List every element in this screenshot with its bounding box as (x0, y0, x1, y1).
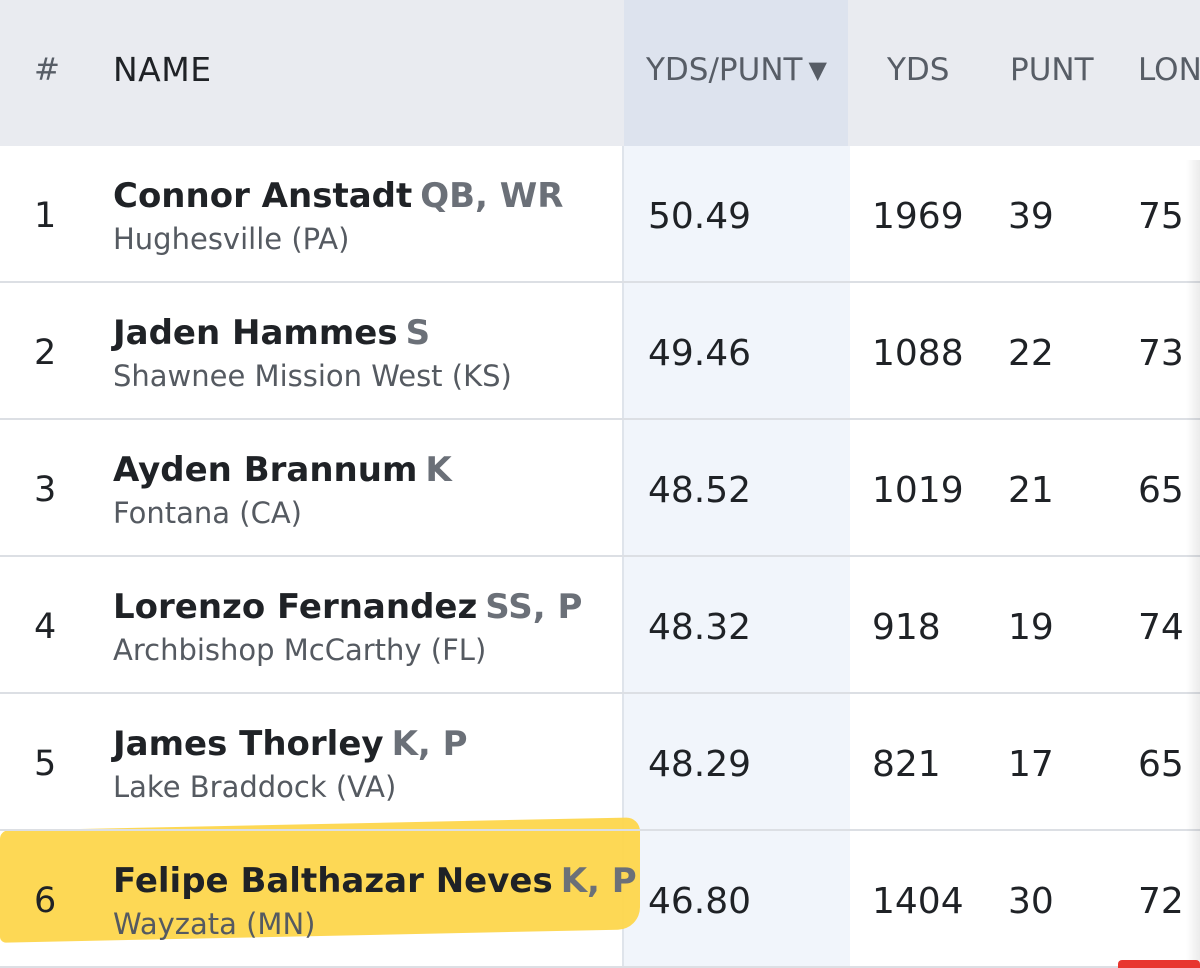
row-rank: 5 (34, 744, 57, 784)
row-rank: 6 (34, 881, 57, 921)
player-name[interactable]: Ayden Brannum (113, 450, 418, 490)
player-name-line[interactable]: James Thorley K, P (113, 724, 468, 764)
table-row[interactable]: 5 James Thorley K, P Lake Braddock (VA) 48.2… (0, 694, 1200, 831)
player-school: Shawnee Mission West (KS) (113, 359, 512, 393)
row-rank: 3 (34, 470, 57, 510)
red-edge-mark (1118, 960, 1200, 968)
player-position: SS, P (485, 587, 583, 627)
header-punt[interactable]: PUNT (1010, 52, 1094, 88)
player-name[interactable]: Lorenzo Fernandez (113, 587, 478, 627)
player-school: Fontana (CA) (113, 496, 302, 530)
row-rank: 2 (34, 333, 57, 373)
player-name-line[interactable]: Lorenzo Fernandez SS, P (113, 587, 582, 627)
yds-per-punt-value: 48.29 (648, 744, 752, 785)
player-position: K, P (560, 861, 637, 901)
long-value: 65 (1138, 744, 1184, 785)
player-name[interactable]: Felipe Balthazar Neves (113, 861, 553, 901)
header-yds[interactable]: YDS (887, 52, 950, 88)
long-value: 75 (1138, 196, 1184, 237)
long-value: 73 (1138, 333, 1184, 374)
yds-value: 1088 (872, 333, 964, 374)
player-position: K, P (391, 724, 468, 764)
player-name[interactable]: Connor Anstadt (113, 176, 413, 216)
sorted-column-background (622, 0, 850, 968)
punt-value: 17 (1008, 744, 1054, 785)
player-name-line[interactable]: Jaden Hammes S (113, 313, 430, 353)
yds-value: 821 (872, 744, 941, 785)
yds-value: 1019 (872, 470, 964, 511)
yds-per-punt-value: 48.32 (648, 607, 752, 648)
player-name-line[interactable]: Ayden Brannum K (113, 450, 452, 490)
player-name[interactable]: Jaden Hammes (113, 313, 398, 353)
table-row[interactable]: 6 Felipe Balthazar Neves K, P Wayzata (MN) 4… (0, 831, 1200, 968)
punt-value: 30 (1008, 881, 1054, 922)
table-row[interactable]: 1 Connor Anstadt QB, WR Hughesville (PA) 50.… (0, 146, 1200, 283)
long-value: 72 (1138, 881, 1184, 922)
table-row[interactable]: 2 Jaden Hammes S Shawnee Mission West (KS) 4… (0, 283, 1200, 420)
punt-value: 21 (1008, 470, 1054, 511)
player-school: Lake Braddock (VA) (113, 770, 397, 804)
yds-per-punt-value: 49.46 (648, 333, 752, 374)
table-row[interactable]: 4 Lorenzo Fernandez SS, P Archbishop McCart… (0, 557, 1200, 694)
header-yds-per-punt[interactable]: YDS/PUNT ▼ (646, 0, 827, 146)
player-name-line[interactable]: Felipe Balthazar Neves K, P (113, 861, 637, 901)
sorted-header-background (624, 0, 848, 146)
player-position: QB, WR (420, 176, 564, 216)
horizontal-scroll-edge (1186, 160, 1200, 968)
player-position: K (425, 450, 452, 490)
row-rank: 4 (34, 607, 57, 647)
yds-per-punt-value: 50.49 (648, 196, 752, 237)
player-school: Hughesville (PA) (113, 222, 350, 256)
punt-value: 19 (1008, 607, 1054, 648)
header-lng[interactable]: LON (1138, 52, 1200, 88)
header-name[interactable]: NAME (113, 50, 212, 89)
long-value: 65 (1138, 470, 1184, 511)
long-value: 74 (1138, 607, 1184, 648)
yds-per-punt-value: 48.52 (648, 470, 752, 511)
sort-descending-icon: ▼ (808, 56, 827, 84)
yds-per-punt-value: 46.80 (648, 881, 752, 922)
player-name[interactable]: James Thorley (113, 724, 384, 764)
punt-value: 22 (1008, 333, 1054, 374)
table-header: # NAME YDS/PUNT ▼ YDS PUNT LON (0, 0, 1200, 146)
yds-value: 918 (872, 607, 941, 648)
player-name-line[interactable]: Connor Anstadt QB, WR (113, 176, 564, 216)
yds-value: 1969 (872, 196, 964, 237)
player-position: S (405, 313, 431, 353)
table-row[interactable]: 3 Ayden Brannum K Fontana (CA) 48.52 1019 21 65 (0, 420, 1200, 557)
punt-value: 39 (1008, 196, 1054, 237)
player-school: Wayzata (MN) (113, 907, 316, 941)
header-rank[interactable]: # (34, 52, 60, 88)
row-rank: 1 (34, 196, 57, 236)
yds-value: 1404 (872, 881, 964, 922)
header-yds-per-punt-label: YDS/PUNT (646, 52, 803, 88)
player-school: Archbishop McCarthy (FL) (113, 633, 487, 667)
